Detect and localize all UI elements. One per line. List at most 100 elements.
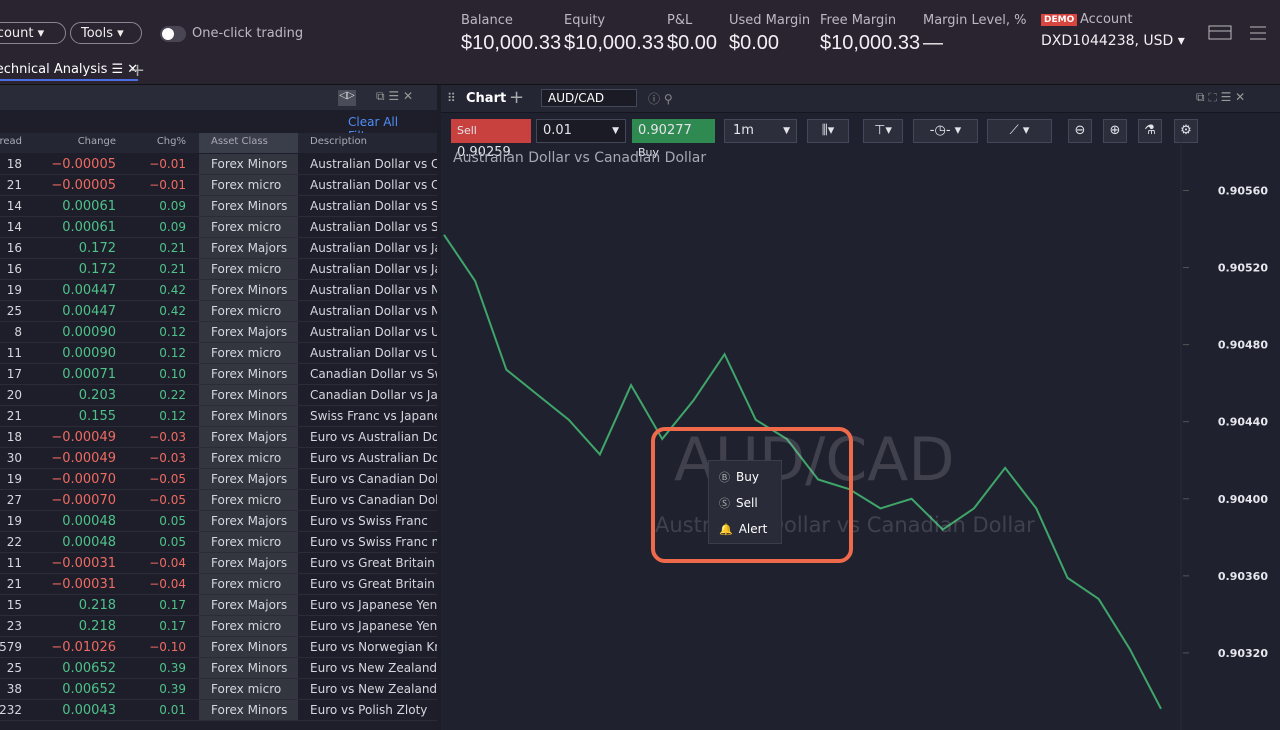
y-tick-label: 0.90560	[1218, 184, 1268, 197]
account-label: Account	[1080, 12, 1133, 27]
layout-icon[interactable]	[1208, 24, 1234, 42]
price-line	[443, 234, 1162, 710]
account-selector[interactable]: DXD1044238, USD ▾	[1041, 33, 1185, 49]
settings-button[interactable]: ⚙	[1174, 119, 1198, 143]
watchlist-panel: ◁▷ ⧉ ☰ ✕ Clear All Filters SpreadChangeC…	[0, 85, 437, 730]
one-click-label: One-click trading	[192, 26, 304, 41]
change: 0.218	[78, 598, 116, 613]
one-click-toggle[interactable]	[160, 26, 186, 42]
change-percent: 0.05	[159, 535, 186, 549]
zoom-in[interactable]: ⊕	[1103, 119, 1127, 143]
quantity-input[interactable]: 0.01 ▼	[536, 119, 626, 143]
change-percent: −0.03	[149, 451, 186, 465]
asset-cell-bg	[199, 322, 298, 342]
spread: 17	[6, 367, 22, 381]
asset-class: Forex micro	[211, 346, 282, 360]
stat-value: $0.00	[667, 32, 718, 54]
change: −0.00049	[51, 451, 116, 466]
collapse-button[interactable]: ◁▷	[338, 90, 356, 106]
add-tab[interactable]: +	[130, 60, 146, 81]
asset-cell-bg	[199, 406, 298, 426]
column-header[interactable]: Chg%	[156, 136, 186, 147]
asset-cell-bg	[199, 154, 298, 174]
asset-class: Forex micro	[211, 178, 282, 192]
asset-cell-bg	[199, 280, 298, 300]
buy-button[interactable]: 0.90277 Buy	[632, 119, 715, 159]
indicators-button[interactable]: ⊤▾	[863, 119, 903, 143]
change-percent: 0.17	[159, 598, 186, 612]
menu-label: Alert	[738, 522, 768, 536]
account-menu[interactable]: Account ▾	[0, 22, 66, 44]
tab-strip: Technical Analysis ☰ ✕ +	[0, 60, 1280, 85]
add-chart[interactable]: +	[509, 87, 525, 108]
context-menu-item[interactable]: Ⓑ Buy	[709, 465, 781, 489]
asset-cell-bg	[199, 679, 298, 699]
change: 0.00652	[62, 682, 116, 697]
chart-type-button[interactable]: ⫼▾	[807, 119, 849, 143]
asset-class: Forex Minors	[211, 409, 288, 423]
row-divider	[0, 552, 437, 553]
row-divider	[0, 426, 437, 427]
asset-class: Forex Minors	[211, 157, 288, 171]
context-menu-item[interactable]: Ⓢ Sell	[709, 491, 781, 515]
row-divider	[0, 573, 437, 574]
demo-badge: DEMO	[1041, 14, 1078, 26]
spread: 30	[6, 451, 22, 465]
menu-icon: 🔔	[719, 523, 733, 536]
chart-controls[interactable]: ⧉ ⛶ ☰ ✕	[1196, 90, 1246, 104]
drawing-button[interactable]: ⟋ ▾	[987, 119, 1052, 143]
change: 0.00048	[62, 535, 116, 550]
column-header[interactable]: Description	[310, 136, 367, 147]
change: 0.00447	[62, 304, 116, 319]
zoom-out[interactable]: ⊖	[1068, 119, 1092, 143]
asset-class: Forex micro	[211, 262, 282, 276]
asset-class: Forex Majors	[211, 556, 288, 570]
stat-label: Margin Level, %	[923, 13, 1027, 28]
change-percent: −0.05	[149, 472, 186, 486]
description: Australian Dollar vs New	[310, 304, 437, 318]
sell-button[interactable]: Sell 0.90259	[451, 119, 531, 160]
account-menu-label: Account	[0, 26, 34, 41]
description: Euro vs Australian Dolla	[310, 430, 437, 444]
description: Euro vs Norwegian Kro	[310, 640, 437, 654]
column-header[interactable]: Change	[77, 136, 116, 147]
time-button[interactable]: -◷- ▾	[913, 119, 978, 143]
row-divider	[0, 363, 437, 364]
change-percent: 0.39	[159, 661, 186, 675]
asset-class: Forex Minors	[211, 640, 288, 654]
spread: 38	[6, 682, 22, 696]
spread: 11	[6, 556, 22, 570]
chart-tab[interactable]: Chart	[466, 91, 507, 106]
description: Euro vs Polish Zloty	[310, 703, 428, 717]
tools-menu[interactable]: Tools ▾	[70, 22, 142, 44]
asset-cell-bg	[199, 469, 298, 489]
account-id: DXD1044238, USD	[1041, 33, 1174, 49]
asset-class: Forex micro	[211, 493, 282, 507]
description: Euro vs Canadian Dolla	[310, 472, 437, 486]
symbol-icons[interactable]: ⓘ ⚲	[648, 92, 673, 106]
change-percent: 0.42	[159, 283, 186, 297]
asset-class: Forex Minors	[211, 367, 288, 381]
row-divider	[0, 258, 437, 259]
description: Australian Dollar vs Ca	[310, 157, 437, 171]
column-header[interactable]: Spread	[0, 136, 22, 147]
menu-icon[interactable]	[1250, 26, 1266, 40]
technical-analysis-tab[interactable]: Technical Analysis ☰ ✕	[0, 62, 139, 81]
panel-controls[interactable]: ⧉ ☰ ✕	[376, 89, 414, 103]
drag-handle[interactable]: ⠿	[447, 91, 456, 105]
studies-button[interactable]: ⚗	[1138, 119, 1162, 143]
description: Euro vs Great Britain Po	[310, 556, 437, 570]
chart-panel: ⠿ Chart + AUD/CAD ⓘ ⚲ ⧉ ⛶ ☰ ✕ Sell 0.902…	[441, 85, 1280, 730]
row-divider	[0, 615, 437, 616]
change-percent: 0.21	[159, 262, 186, 276]
menu-label: Buy	[736, 470, 759, 484]
symbol-input[interactable]: AUD/CAD	[541, 89, 637, 107]
row-divider	[0, 510, 437, 511]
context-menu-item[interactable]: 🔔 Alert	[709, 517, 781, 541]
stat-label: P&L	[667, 13, 693, 28]
column-header[interactable]: Asset Class	[211, 136, 268, 147]
description: Australian Dollar vs Can	[310, 178, 437, 192]
timeframe-select[interactable]: 1m ▼	[724, 119, 797, 143]
stat-label: Balance	[461, 13, 513, 28]
change: 0.155	[78, 409, 116, 424]
